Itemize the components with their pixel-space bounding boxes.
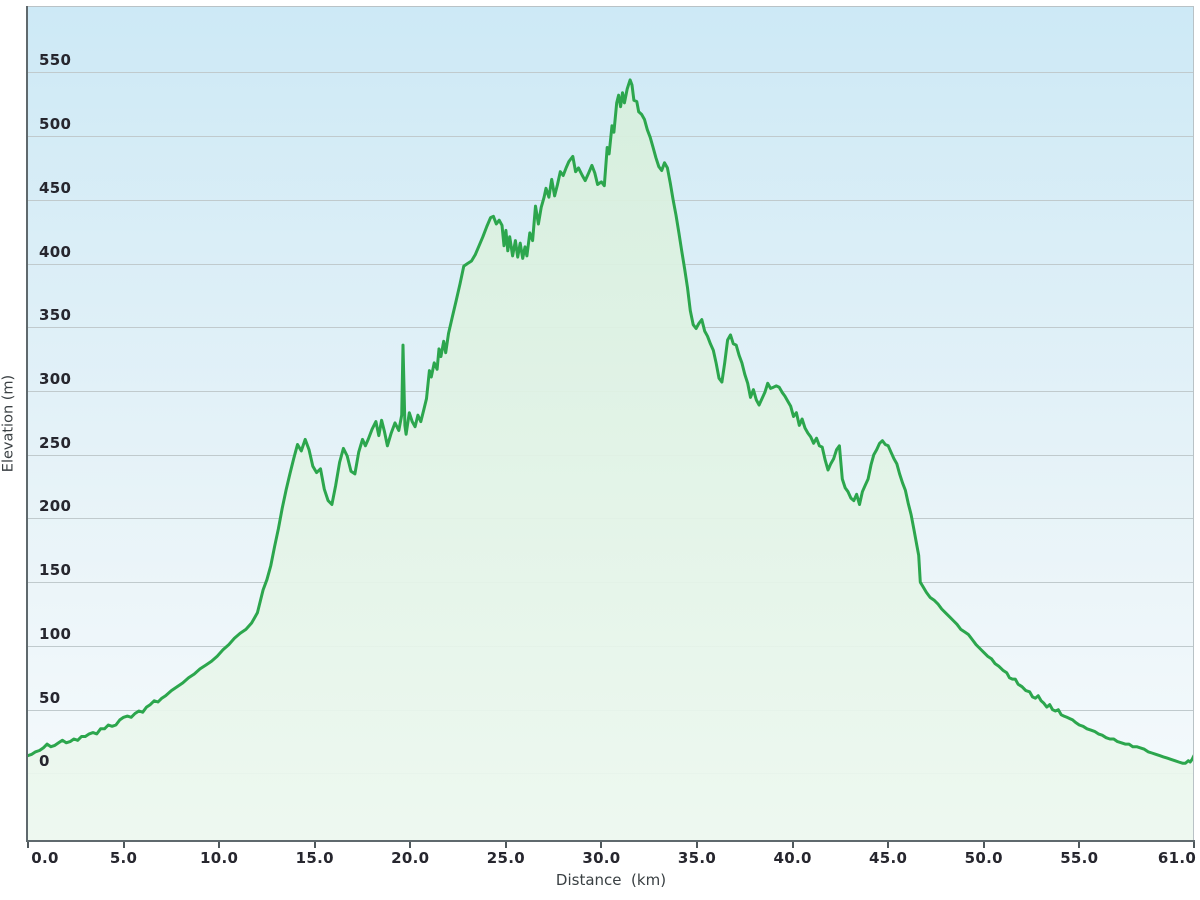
x-tick-label: 5.0 xyxy=(109,849,138,867)
y-tick-label: 350 xyxy=(39,306,72,325)
elevation-profile-line xyxy=(28,78,1194,765)
x-tick-label: 45.0 xyxy=(869,849,908,867)
x-tick-label: 15.0 xyxy=(295,849,334,867)
x-tick-label: 10.0 xyxy=(200,849,239,867)
y-tick-label: 200 xyxy=(39,497,72,516)
x-tick xyxy=(600,842,603,848)
x-tick-label: 50.0 xyxy=(964,849,1003,867)
x-tick xyxy=(1078,842,1081,848)
x-tick xyxy=(791,842,794,848)
x-tick xyxy=(982,842,985,848)
plot-area[interactable]: 0 50 100 150 200 250 300 350 400 450 500 550 xyxy=(28,6,1194,841)
x-tick-label: 55.0 xyxy=(1060,849,1099,867)
y-tick-label: 450 xyxy=(39,178,72,197)
elevation-profile-area xyxy=(28,79,1194,841)
x-tick-label: 40.0 xyxy=(773,849,812,867)
y-tick-label: 500 xyxy=(39,115,72,134)
x-tick xyxy=(313,842,316,848)
x-tick-label: 25.0 xyxy=(486,849,525,867)
x-tick xyxy=(696,842,699,848)
x-axis-line xyxy=(26,840,1195,842)
x-tick xyxy=(122,842,125,848)
y-tick-label: 100 xyxy=(39,624,72,643)
x-tick-label: 35.0 xyxy=(677,849,717,867)
y-tick-label: 300 xyxy=(39,369,72,388)
x-tick-label: 20.0 xyxy=(391,849,430,867)
y-tick-label: 400 xyxy=(39,242,72,261)
x-tick xyxy=(409,842,412,848)
x-axis-title: Distance (km) xyxy=(555,871,667,889)
y-tick-label: 250 xyxy=(39,433,72,452)
elevation-area-svg xyxy=(28,6,1194,841)
x-tick xyxy=(887,842,890,848)
y-tick-label: 50 xyxy=(39,688,61,707)
y-tick-label: 150 xyxy=(39,561,72,580)
y-axis-title: Elevation (m) xyxy=(0,374,17,473)
y-tick-label: 550 xyxy=(39,51,72,70)
x-tick xyxy=(1193,842,1195,848)
x-tick xyxy=(504,842,507,848)
x-tick-label: 0.0 xyxy=(31,849,59,867)
x-tick-label: 30.0 xyxy=(582,849,621,867)
x-tick xyxy=(27,842,29,848)
y-tick-label: 0 xyxy=(39,752,50,771)
x-tick xyxy=(218,842,221,848)
y-axis-line xyxy=(26,6,28,842)
x-tick-label: 61.0 xyxy=(1157,849,1197,867)
